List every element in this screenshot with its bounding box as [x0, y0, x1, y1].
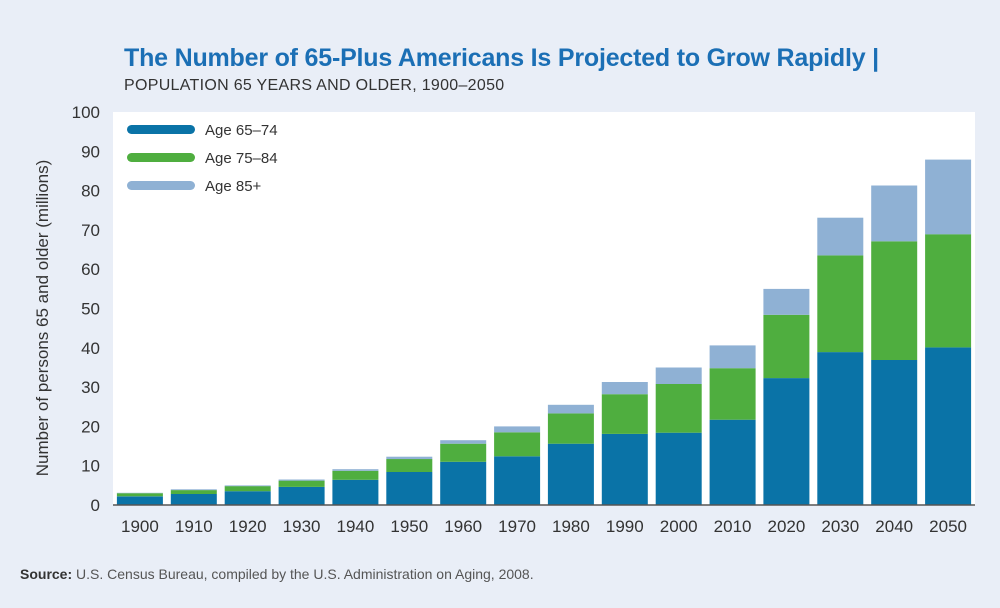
chart-title: The Number of 65-Plus Americans Is Proje… [124, 44, 879, 72]
bar-segment-2030-s1 [817, 255, 864, 353]
y-axis: 0 10 20 30 40 50 60 70 80 90 100 [72, 103, 100, 515]
bar-segment-1970-s0 [494, 456, 541, 505]
bar-segment-2050-s2 [925, 159, 972, 235]
bar-segment-1950-s1 [386, 459, 433, 472]
bar-segment-2050-s0 [925, 347, 972, 505]
y-axis-label: Number of persons 65 and older (millions… [33, 160, 52, 477]
x-tick-label-1940: 1940 [336, 517, 374, 536]
bar-segment-1920-s0 [224, 491, 271, 505]
x-tick-label-2030: 2030 [821, 517, 859, 536]
bar-segment-1900-s1 [116, 493, 163, 497]
legend-label-0: Age 65–74 [205, 122, 278, 139]
y-tick-label: 90 [81, 142, 100, 161]
bars [116, 159, 972, 505]
bar-segment-2010-s2 [709, 345, 756, 369]
legend: Age 65–74 Age 75–84 Age 85+ [127, 122, 278, 195]
bar-segment-1980-s0 [547, 443, 594, 505]
bar-segment-2000-s0 [655, 432, 702, 505]
bar-segment-1910-s0 [170, 494, 217, 505]
bar-segment-1960-s2 [440, 440, 487, 444]
bar-segment-2050-s1 [925, 234, 972, 348]
bar-segment-1970-s2 [494, 426, 541, 433]
x-tick-label-1970: 1970 [498, 517, 536, 536]
y-tick-label: 20 [81, 417, 100, 436]
x-tick-label-2050: 2050 [929, 517, 967, 536]
x-tick-label-1990: 1990 [606, 517, 644, 536]
bar-segment-1970-s1 [494, 432, 541, 457]
bar-segment-2010-s0 [709, 419, 756, 505]
y-tick-label: 50 [81, 300, 100, 319]
bar-segment-1990-s0 [601, 433, 648, 505]
bar-segment-2020-s0 [763, 378, 810, 505]
legend-swatch-1 [127, 153, 195, 162]
chart-subtitle: POPULATION 65 YEARS AND OLDER, 1900–2050 [124, 77, 505, 94]
y-tick-label: 70 [81, 221, 100, 240]
x-tick-label-2040: 2040 [875, 517, 913, 536]
x-tick-label-2020: 2020 [767, 517, 805, 536]
bar-segment-1940-s1 [332, 470, 379, 480]
x-tick-label-1950: 1950 [390, 517, 428, 536]
source-text: U.S. Census Bureau, compiled by the U.S.… [72, 566, 534, 582]
bar-segment-1940-s0 [332, 479, 379, 505]
bar-segment-2020-s1 [763, 314, 810, 379]
y-tick-label: 30 [81, 378, 100, 397]
bar-segment-1930-s2 [278, 479, 325, 481]
bar-segment-1980-s1 [547, 413, 594, 444]
bar-segment-1930-s0 [278, 486, 325, 505]
bar-segment-2000-s1 [655, 384, 702, 433]
x-axis: 1900 1910 1920 1930 1940 1950 1960 1970 1980 1990… [121, 517, 967, 536]
bar-segment-1930-s1 [278, 480, 325, 487]
bar-segment-1940-s2 [332, 469, 379, 471]
x-tick-label-1960: 1960 [444, 517, 482, 536]
bar-segment-1910-s2 [170, 489, 217, 491]
bar-segment-1920-s1 [224, 486, 271, 492]
legend-swatch-2 [127, 181, 195, 190]
bar-segment-1990-s2 [601, 382, 648, 395]
bar-segment-2040-s2 [871, 185, 918, 242]
bar-segment-1980-s2 [547, 404, 594, 414]
bar-segment-2030-s0 [817, 352, 864, 505]
bar-segment-1950-s2 [386, 456, 433, 460]
bar-segment-1910-s1 [170, 490, 217, 494]
bar-segment-1900-s0 [116, 496, 163, 505]
bar-segment-2020-s2 [763, 288, 810, 315]
bar-segment-2010-s1 [709, 368, 756, 420]
y-tick-label: 60 [81, 260, 100, 279]
bar-segment-2000-s2 [655, 367, 702, 384]
bar-segment-1960-s1 [440, 443, 487, 462]
bar-segment-1920-s2 [224, 485, 271, 487]
legend-label-1: Age 75–84 [205, 150, 278, 167]
y-tick-label: 40 [81, 339, 100, 358]
bar-segment-2030-s2 [817, 217, 864, 256]
bar-segment-1950-s0 [386, 472, 433, 505]
bar-segment-1990-s1 [601, 394, 648, 434]
bar-segment-1960-s0 [440, 461, 487, 505]
y-tick-label: 100 [72, 103, 100, 122]
y-tick-label: 0 [91, 496, 100, 515]
y-tick-label: 80 [81, 182, 100, 201]
legend-swatch-0 [127, 125, 195, 134]
bar-segment-2040-s0 [871, 360, 918, 505]
x-tick-label-1910: 1910 [175, 517, 213, 536]
x-tick-label-2000: 2000 [660, 517, 698, 536]
x-tick-label-1920: 1920 [229, 517, 267, 536]
x-tick-label-1980: 1980 [552, 517, 590, 536]
source-note: Source: U.S. Census Bureau, compiled by … [20, 566, 534, 582]
legend-label-2: Age 85+ [205, 178, 262, 195]
y-tick-label: 10 [81, 457, 100, 476]
x-tick-label-1900: 1900 [121, 517, 159, 536]
bar-segment-2040-s1 [871, 241, 918, 360]
x-tick-label-1930: 1930 [283, 517, 321, 536]
x-tick-label-2010: 2010 [714, 517, 752, 536]
source-label: Source: [20, 566, 73, 582]
